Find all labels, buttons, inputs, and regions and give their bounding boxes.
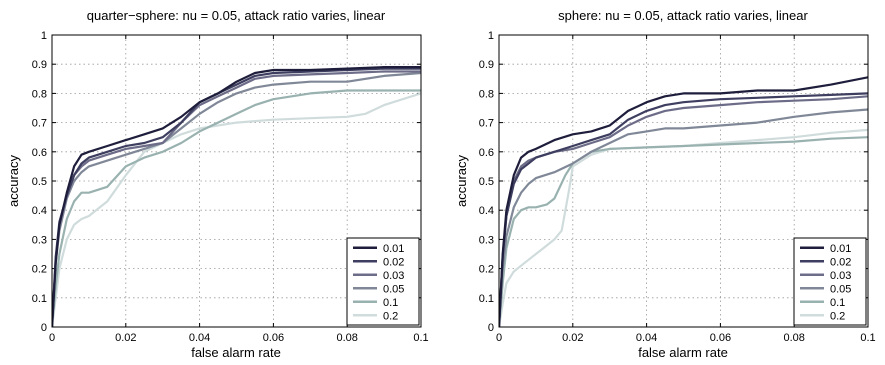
y-tick-label: 0 [488, 322, 494, 334]
y-tick-label: 0.8 [32, 88, 47, 100]
legend-label-0.1: 0.1 [830, 297, 845, 309]
x-axis-label: false alarm rate [638, 345, 728, 360]
y-tick-label: 0.3 [479, 234, 494, 246]
chart-title: sphere: nu = 0.05, attack ratio varies, … [558, 8, 808, 23]
legend-label-0.03: 0.03 [383, 270, 404, 282]
y-tick-label: 0.6 [32, 147, 47, 159]
legend-label-0.01: 0.01 [830, 243, 851, 255]
x-tick-label: 0.04 [636, 332, 657, 344]
y-tick-label: 0 [41, 322, 47, 334]
series-line-0.03 [499, 95, 868, 327]
legend-label-0.1: 0.1 [383, 297, 398, 309]
legend-label-0.02: 0.02 [830, 256, 851, 268]
legend-label-0.05: 0.05 [383, 283, 404, 295]
y-tick-label: 1 [41, 30, 47, 42]
y-tick-label: 0.8 [479, 88, 494, 100]
series-line-0.02 [499, 92, 868, 327]
series-line-0.2 [52, 92, 421, 327]
y-tick-label: 0.4 [32, 205, 47, 217]
y-axis-label: accuracy [6, 154, 21, 207]
ticks: 0 0.02 0.04 0.06 0.08 0.100.10.20.30.40.50.60… [32, 30, 429, 344]
y-tick-label: 0.7 [32, 118, 47, 130]
y-tick-label: 0.5 [32, 176, 47, 188]
legend-label-0.2: 0.2 [830, 310, 845, 322]
x-tick-label: 0.02 [115, 332, 136, 344]
legend: 0.010.02 0.030.05 0.10.2 [346, 237, 420, 326]
y-tick-label: 0.1 [32, 293, 47, 305]
y-tick-label: 0.2 [479, 264, 494, 276]
legend-label-0.01: 0.01 [383, 243, 404, 255]
legend-box [346, 237, 420, 326]
x-tick-label: 0.1 [860, 332, 875, 344]
x-tick-label: 0.08 [336, 332, 357, 344]
y-tick-label: 0.1 [479, 293, 494, 305]
legend-label-0.05: 0.05 [830, 283, 851, 295]
series-group [499, 76, 868, 327]
chart-panel-sphere: sphere: nu = 0.05, attack ratio varies, … [454, 8, 876, 360]
x-tick-label: 0.02 [562, 332, 583, 344]
x-tick-label: 0 [49, 332, 55, 344]
y-tick-label: 0.2 [32, 264, 47, 276]
legend: 0.010.02 0.030.05 0.10.2 [793, 237, 867, 326]
series-line-0.02 [52, 67, 421, 327]
legend-label-0.02: 0.02 [383, 256, 404, 268]
x-tick-label: 0.04 [189, 332, 210, 344]
series-line-0.01 [52, 65, 421, 327]
x-axis-label: false alarm rate [191, 345, 281, 360]
x-tick-label: 0.08 [783, 332, 804, 344]
series-line-0.2 [499, 128, 868, 327]
y-axis-label: accuracy [454, 154, 469, 207]
y-tick-label: 0.4 [479, 205, 494, 217]
series-line-0.01 [499, 76, 868, 327]
series-group [52, 65, 421, 327]
chart-title: quarter−sphere: nu = 0.05, attack ratio … [87, 8, 386, 23]
y-tick-label: 0.9 [479, 59, 494, 71]
legend-box [793, 237, 867, 326]
chart-panel-quarter-sphere: quarter−sphere: nu = 0.05, attack ratio … [6, 8, 429, 360]
x-tick-label: 0 [496, 332, 502, 344]
plot-frame [51, 34, 422, 328]
y-tick-label: 0.9 [32, 59, 47, 71]
series-line-0.1 [52, 89, 421, 327]
x-tick-label: 0.06 [263, 332, 284, 344]
y-tick-label: 0.3 [32, 234, 47, 246]
y-tick-label: 1 [488, 30, 494, 42]
y-tick-label: 0.6 [479, 147, 494, 159]
series-line-0.1 [499, 136, 868, 327]
legend-label-0.2: 0.2 [383, 310, 398, 322]
y-tick-label: 0.7 [479, 118, 494, 130]
legend-label-0.03: 0.03 [830, 270, 851, 282]
series-line-0.05 [499, 108, 868, 327]
plot-frame [498, 34, 869, 328]
x-tick-label: 0.1 [413, 332, 428, 344]
y-tick-label: 0.5 [479, 176, 494, 188]
x-tick-label: 0.06 [710, 332, 731, 344]
